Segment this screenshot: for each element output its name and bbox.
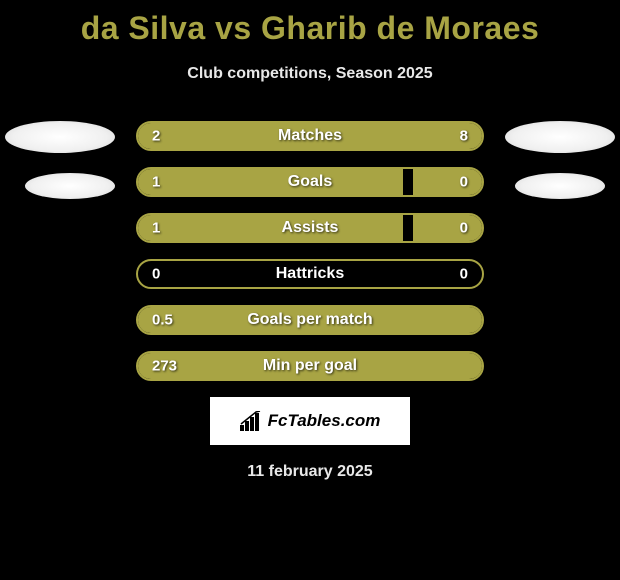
- stat-right-value: 0: [460, 220, 468, 237]
- stat-right-value: 0: [460, 266, 468, 283]
- date-text: 11 february 2025: [0, 463, 620, 481]
- stat-label: Matches: [138, 127, 482, 145]
- stat-bar: 0.5Goals per match: [136, 305, 484, 335]
- stat-bar: 0Hattricks0: [136, 259, 484, 289]
- stat-label: Assists: [138, 219, 482, 237]
- stat-right-value: 0: [460, 174, 468, 191]
- stat-bar: 1Assists0: [136, 213, 484, 243]
- stat-label: Goals: [138, 173, 482, 191]
- player-left-avatar: [5, 121, 115, 153]
- stat-label: Hattricks: [138, 265, 482, 283]
- page-title: da Silva vs Gharib de Moraes: [0, 10, 620, 47]
- stat-right-value: 8: [460, 128, 468, 145]
- player-left-avatar-2: [25, 173, 115, 199]
- stats-area: 2Matches81Goals01Assists00Hattricks00.5G…: [0, 121, 620, 381]
- main-container: da Silva vs Gharib de Moraes Club compet…: [0, 0, 620, 481]
- logo-text: FcTables.com: [268, 411, 381, 431]
- player-right-avatar-2: [515, 173, 605, 199]
- stat-bar: 2Matches8: [136, 121, 484, 151]
- stat-bar: 1Goals0: [136, 167, 484, 197]
- stat-label: Goals per match: [138, 311, 482, 329]
- fctables-logo-icon: [240, 411, 264, 431]
- logo-box[interactable]: FcTables.com: [210, 397, 410, 445]
- page-subtitle: Club competitions, Season 2025: [0, 65, 620, 83]
- stat-label: Min per goal: [138, 357, 482, 375]
- player-right-avatar: [505, 121, 615, 153]
- stat-bar: 273Min per goal: [136, 351, 484, 381]
- bars-holder: 2Matches81Goals01Assists00Hattricks00.5G…: [0, 121, 620, 381]
